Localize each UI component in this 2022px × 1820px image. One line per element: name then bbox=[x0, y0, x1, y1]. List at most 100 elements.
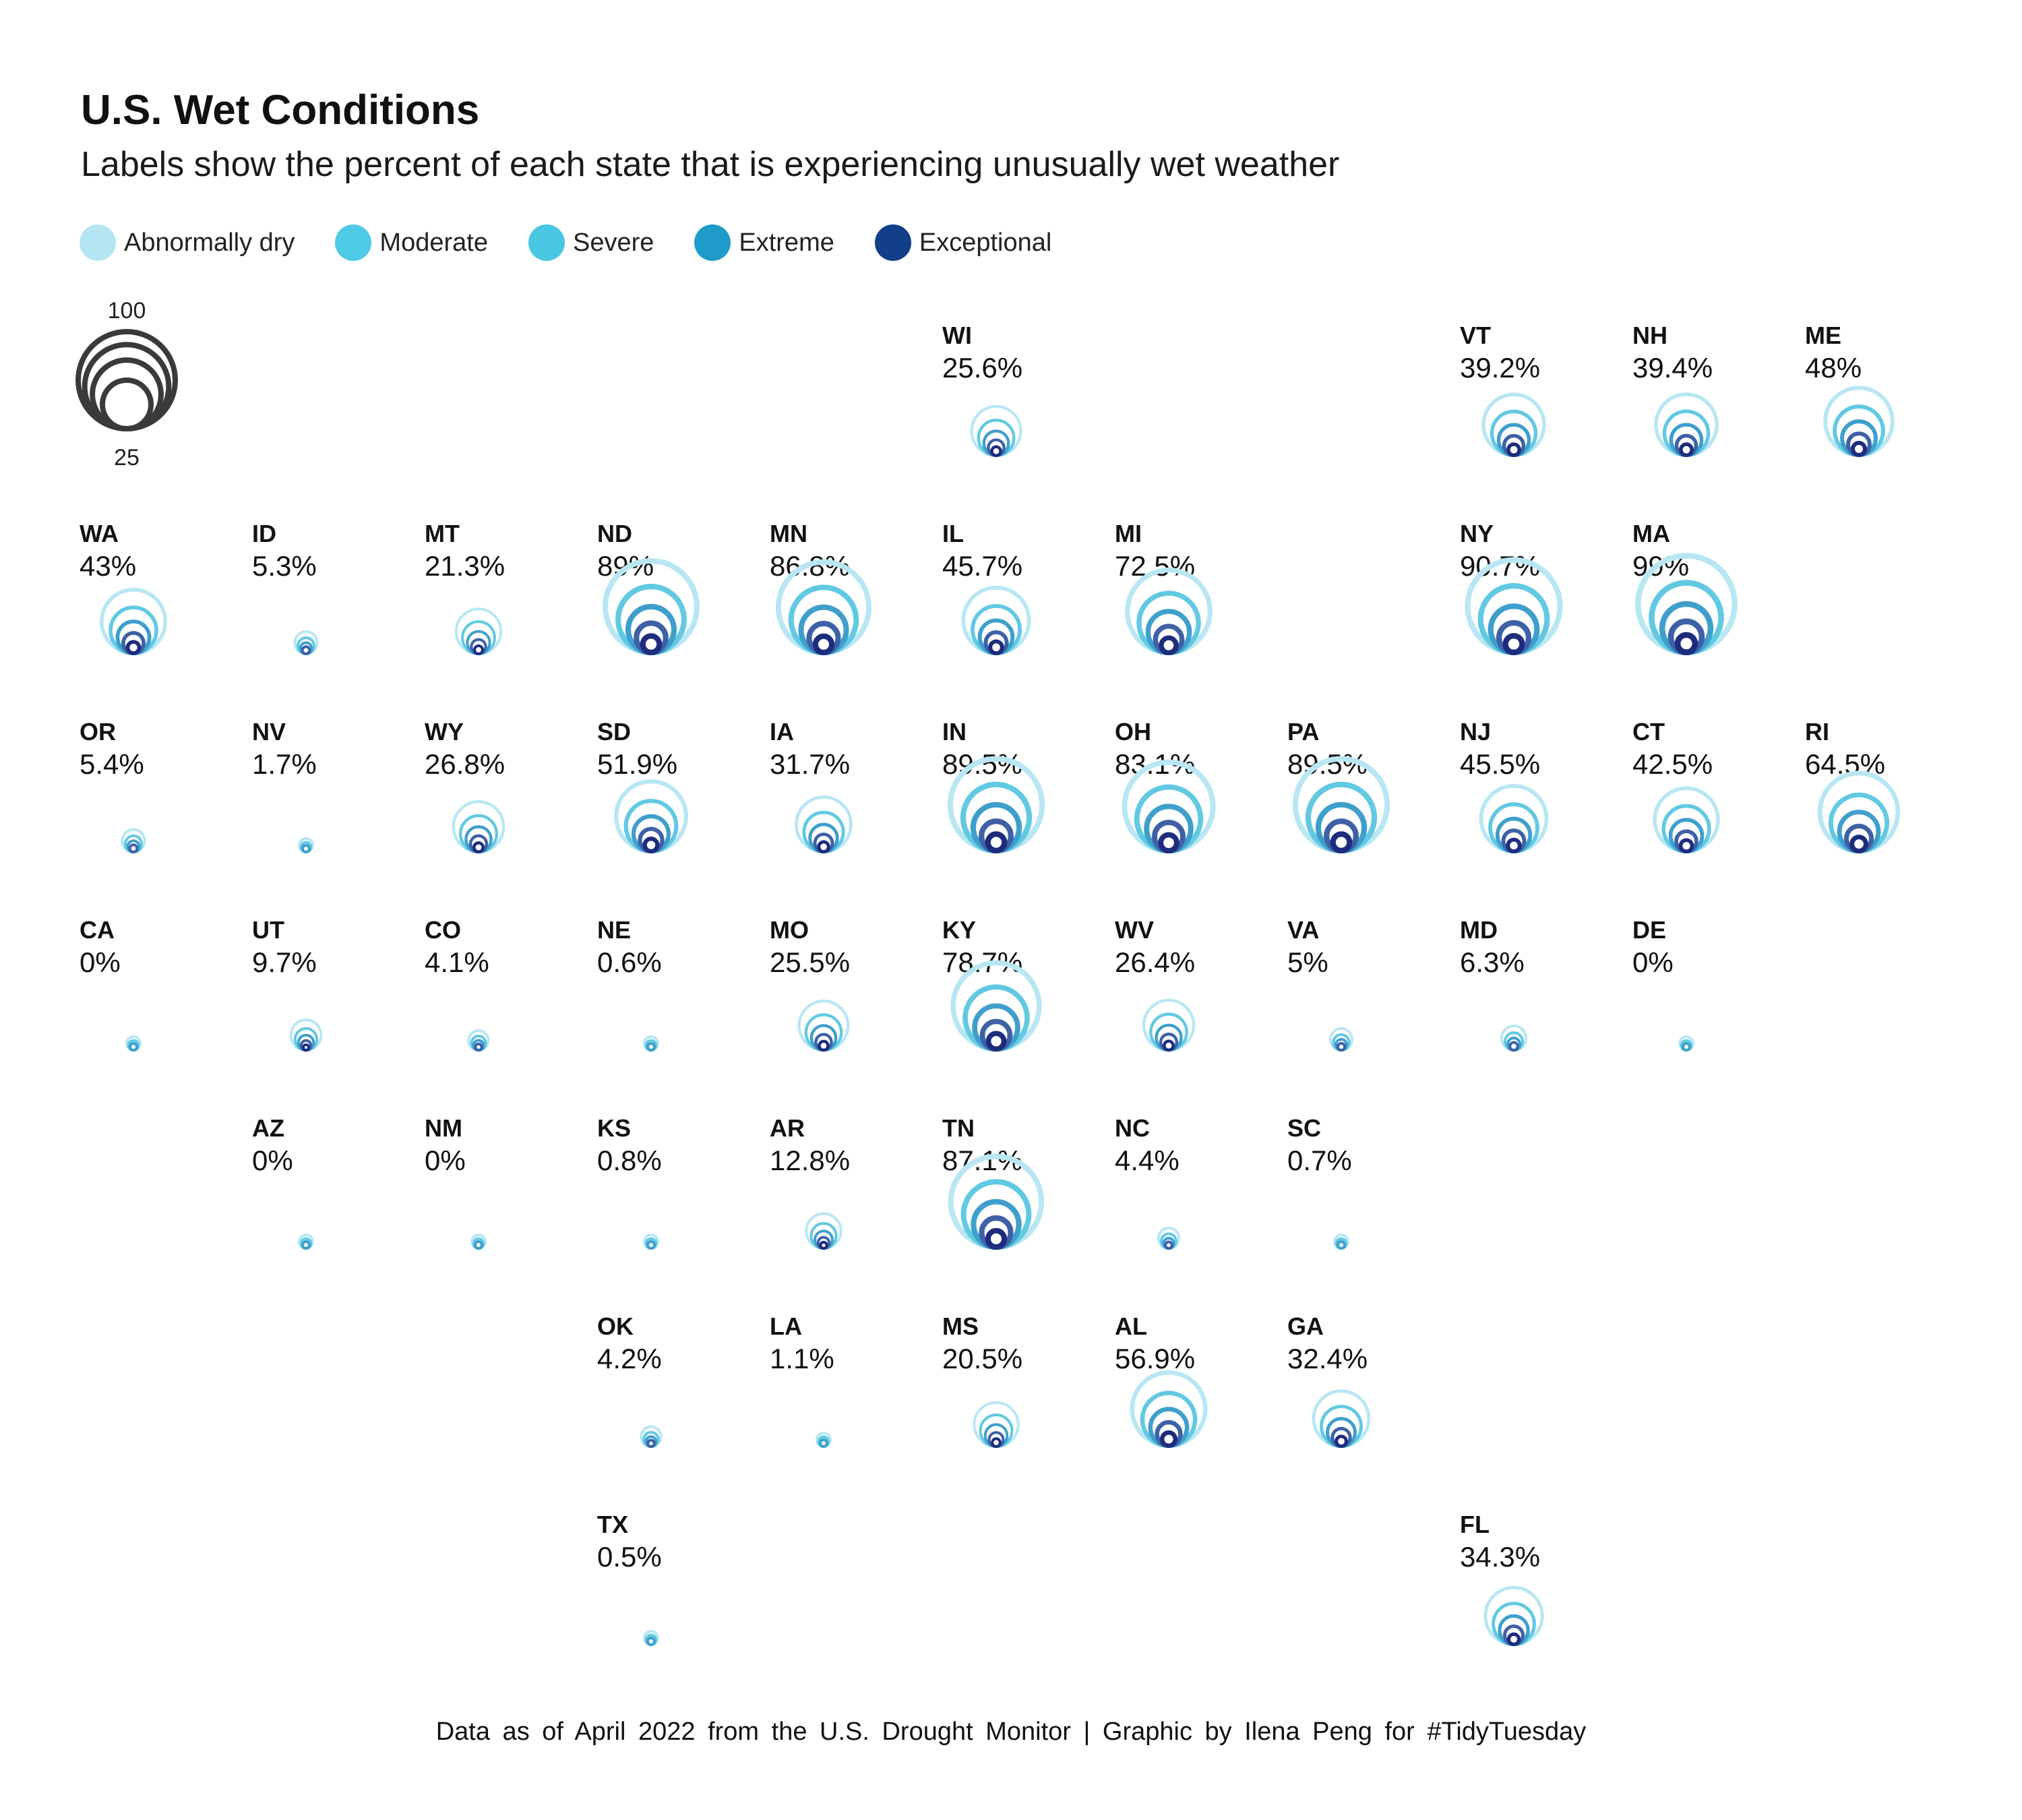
state-percent: 20.5% bbox=[942, 1343, 1022, 1374]
state-abbr: LA bbox=[770, 1312, 802, 1340]
state-abbr: OK bbox=[597, 1312, 634, 1340]
color-legend: Abnormally dry Moderate Severe Extreme E… bbox=[80, 222, 1092, 263]
state-md: MD6.3% bbox=[1460, 916, 1528, 1052]
wet-ring bbox=[128, 843, 139, 854]
state-abbr: MO bbox=[770, 916, 809, 944]
state-abbr: AZ bbox=[252, 1114, 284, 1142]
state-ks: KS 0.8% bbox=[597, 1114, 662, 1250]
state-abbr: MS bbox=[942, 1312, 979, 1340]
wet-ring bbox=[646, 1637, 656, 1646]
legend-item-abnormally-dry: Abnormally dry bbox=[80, 224, 295, 261]
state-abbr: PA bbox=[1287, 718, 1319, 746]
state-percent: 0.8% bbox=[597, 1145, 662, 1176]
state-percent: 0.6% bbox=[597, 946, 662, 978]
wet-ring bbox=[631, 814, 671, 854]
state-percent: 4.1% bbox=[425, 946, 489, 978]
state-percent: 21.3% bbox=[425, 550, 505, 582]
state-percent: 72.5% bbox=[1115, 550, 1195, 582]
wet-ring bbox=[125, 640, 142, 656]
state-abbr: IA bbox=[770, 718, 794, 746]
wet-ring bbox=[301, 645, 311, 656]
wet-ring bbox=[1326, 1417, 1357, 1449]
wet-ring bbox=[1159, 635, 1179, 656]
wet-ring bbox=[1145, 609, 1192, 656]
wet-ring bbox=[1506, 1632, 1521, 1646]
state-percent: 1.1% bbox=[770, 1343, 834, 1374]
size-legend-min-label: 25 bbox=[114, 445, 140, 471]
state-abbr: DE bbox=[1632, 916, 1666, 944]
state-percent: 78.7% bbox=[942, 946, 1022, 978]
state-mt: MT 21.3% bbox=[425, 520, 505, 656]
legend-item-extreme: Extreme bbox=[694, 224, 834, 261]
state-abbr: SC bbox=[1287, 1114, 1321, 1142]
state-abbr: MT bbox=[425, 520, 460, 547]
wet-ring bbox=[808, 822, 839, 853]
wet-ring bbox=[1506, 442, 1521, 458]
wet-ring bbox=[640, 633, 663, 655]
state-wi: WI 25.6% bbox=[942, 322, 1022, 458]
state-ca: CA0% bbox=[80, 916, 142, 1052]
state-de: DE0% bbox=[1632, 916, 1694, 1052]
legend-swatch bbox=[80, 224, 116, 261]
state-abbr: KS bbox=[597, 1114, 631, 1142]
wet-ring bbox=[1155, 1023, 1183, 1052]
state-percent: 89.5% bbox=[942, 748, 1022, 780]
state-abbr: FL bbox=[1460, 1511, 1490, 1538]
state-percent: 0% bbox=[252, 1145, 293, 1176]
wet-ring bbox=[1164, 1240, 1173, 1250]
state-percent: 48% bbox=[1805, 352, 1862, 384]
state-abbr: OR bbox=[80, 718, 116, 746]
legend-label: Extreme bbox=[739, 228, 834, 257]
state-va: VA5% bbox=[1287, 916, 1354, 1052]
state-abbr: NE bbox=[597, 916, 631, 944]
wet-ring bbox=[819, 1240, 828, 1250]
state-abbr: NY bbox=[1460, 520, 1494, 547]
state-abbr: IL bbox=[942, 520, 964, 547]
wet-ring bbox=[1851, 441, 1867, 458]
state-abbr: GA bbox=[1287, 1312, 1324, 1340]
chart-subtitle: Labels show the percent of each state th… bbox=[81, 145, 1340, 184]
state-abbr: WI bbox=[942, 322, 972, 349]
wet-ring bbox=[988, 639, 1004, 656]
wet-ring bbox=[1163, 1039, 1175, 1052]
state-percent: 5.3% bbox=[252, 550, 317, 582]
wet-ring bbox=[985, 1031, 1007, 1052]
wet-ring bbox=[977, 618, 1015, 656]
state-abbr: WA bbox=[80, 520, 119, 547]
state-percent: 26.4% bbox=[1115, 946, 1195, 978]
state-nc: NC 4.4% bbox=[1115, 1114, 1181, 1250]
state-tx: TX 0.5% bbox=[597, 1511, 662, 1647]
state-ny: NY 90.7% bbox=[1460, 520, 1563, 656]
state-percent: 0% bbox=[80, 946, 121, 978]
wet-ring bbox=[646, 1240, 656, 1250]
wet-ring bbox=[798, 604, 849, 655]
state-percent: 39.4% bbox=[1632, 352, 1713, 384]
state-me: ME 48% bbox=[1805, 322, 1895, 458]
wet-ring bbox=[642, 837, 660, 853]
state-ga: GA 32.4% bbox=[1287, 1312, 1371, 1449]
state-percent: 25.5% bbox=[770, 946, 850, 978]
wet-ring bbox=[971, 1199, 1022, 1250]
wet-ring bbox=[1669, 423, 1704, 457]
state-nh: NH 39.4% bbox=[1632, 322, 1719, 458]
wet-ring bbox=[646, 1042, 656, 1052]
legend-swatch bbox=[694, 224, 731, 261]
state-al: AL 56.9% bbox=[1115, 1312, 1208, 1449]
state-percent: 42.5% bbox=[1632, 748, 1713, 780]
legend-label: Moderate bbox=[379, 228, 488, 257]
state-ms: MS 20.5% bbox=[942, 1312, 1022, 1449]
state-abbr: CT bbox=[1632, 718, 1665, 746]
state-fl: FL 34.3% bbox=[1460, 1511, 1544, 1647]
state-percent: 90.7% bbox=[1460, 550, 1540, 582]
wet-ring bbox=[115, 619, 152, 656]
state-percent: 4.2% bbox=[597, 1343, 662, 1374]
wet-ring bbox=[1335, 1434, 1348, 1449]
wet-ring bbox=[129, 1042, 138, 1052]
state-abbr: WY bbox=[425, 718, 464, 746]
state-abbr: NJ bbox=[1460, 718, 1491, 746]
state-abbr: IN bbox=[942, 718, 967, 746]
state-percent: 26.8% bbox=[425, 748, 505, 780]
state-percent: 39.2% bbox=[1460, 352, 1540, 384]
